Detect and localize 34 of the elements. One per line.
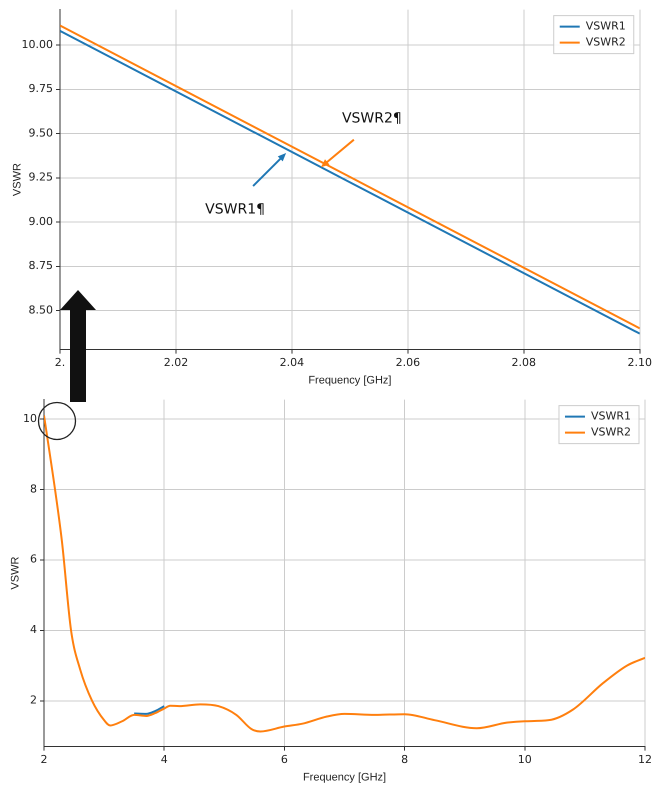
x-tick-label: 12 [638, 753, 652, 766]
x-tick-label: 2.04 [280, 356, 304, 370]
annotation: VSWR1¶ [205, 202, 266, 218]
line-series [133, 705, 166, 715]
x-tick-label: 2.02 [164, 356, 188, 370]
x-tick-label: 6 [280, 753, 288, 766]
y-tick-label: 10.00 [22, 38, 53, 51]
y-tick-label: 8.50 [28, 304, 53, 316]
x-tick-label: 2.08 [512, 356, 536, 370]
x-tick-label: 2. [54, 356, 66, 370]
x-tick-label: 4 [160, 753, 168, 766]
x-tick-label: 2.06 [396, 356, 420, 370]
x-axis-title: Frequency [GHz] [308, 374, 392, 386]
x-tick-label: 10 [518, 753, 532, 766]
y-tick-label: 8 [30, 482, 37, 496]
legend-label: VSWR1 [586, 19, 626, 32]
y-axis-title: VSWR [10, 556, 22, 590]
y-tick-label: 8.75 [28, 259, 53, 272]
y-axis-title: VSWR [12, 163, 24, 196]
y-tick-label: 9.25 [28, 170, 53, 184]
y-tick-label: 2 [30, 694, 37, 707]
y-tick-label: 9.75 [28, 82, 53, 96]
y-tick-label: 6 [30, 552, 37, 566]
annotation: VSWR2¶ [342, 110, 402, 126]
y-tick-label: 9.00 [28, 214, 53, 228]
y-tick-label: 9.50 [28, 126, 53, 140]
legend-label: VSWR2 [590, 425, 632, 438]
y-tick-label: 4 [30, 623, 37, 636]
x-tick-label: 8 [401, 753, 408, 766]
x-tick-label: 2.10 [628, 356, 652, 370]
x-axis-title: Frequency [GHz] [302, 771, 386, 784]
y-tick-label: 10 [23, 412, 37, 425]
legend-label: VSWR2 [586, 35, 626, 48]
legend-label: VSWR1 [590, 409, 632, 422]
